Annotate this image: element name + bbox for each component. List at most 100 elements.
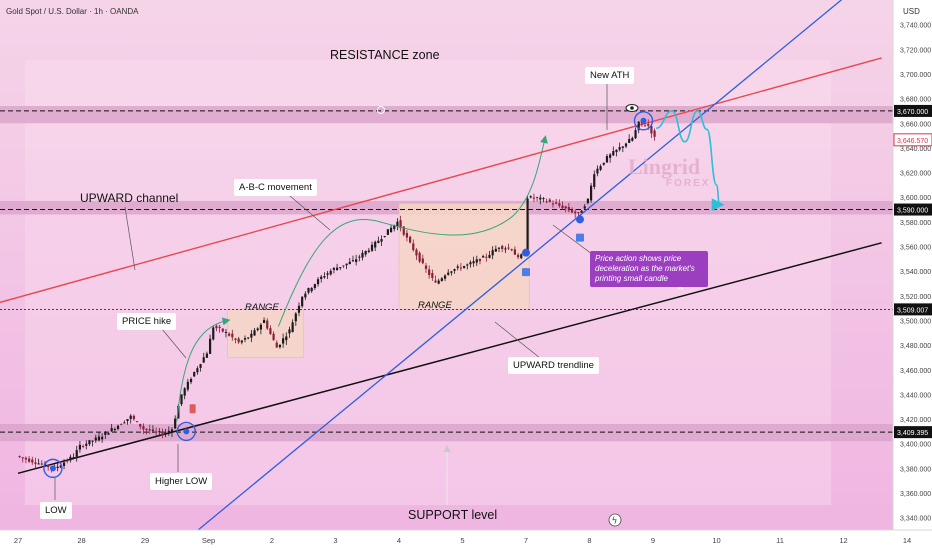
x-tick-12: 11 [776,536,784,545]
candle-body-111 [370,244,374,251]
candle-body-60 [208,338,212,354]
pivot-ring-1 [176,421,196,442]
candle-body-58 [202,357,205,363]
candle-body-187 [612,151,615,156]
candle-body-126 [418,252,421,262]
candle-body-91 [307,288,310,293]
rocket-icon [189,404,196,414]
candle-body-96 [323,276,326,278]
candle-body-59 [205,353,209,358]
candle-body-64 [221,328,224,332]
new-ath-badge: New ATH [585,67,635,84]
price-tag-bg-0 [894,104,932,117]
y-tick-17: 3,680.000 [900,97,931,104]
y-tick-3: 3,400.000 [900,442,931,449]
candle-body-104 [348,261,351,265]
candle-body-63 [218,326,221,329]
candle-body-197 [643,125,647,127]
candle-body-66 [228,333,231,336]
candle-body-199 [650,125,653,134]
candle-body-192 [628,139,631,143]
candle-body-35 [129,415,132,419]
candle-body-123 [409,236,412,243]
candle-body-122 [405,232,409,238]
candle-body-162 [532,197,536,199]
price-action-callout: Price action shows price deceleration as… [590,251,708,287]
candle-body-50 [177,405,180,419]
projection-path [655,110,725,211]
candle-body-49 [174,418,177,429]
candle-body-142 [469,262,472,265]
candle-body-46 [164,432,167,434]
candle-body-137 [453,269,456,271]
candle-body-100 [335,267,339,271]
candle-body-183 [599,166,602,170]
candle-body-185 [605,156,609,163]
y-tick-12: 3,580.000 [900,220,931,227]
candle-body-169 [555,202,558,204]
candle-body-139 [459,267,463,269]
price-tag-1: 3,646.570 [897,138,928,145]
candle-body-124 [412,243,415,251]
x-axis-ticks: 27 28 29 Sep 2 3 4 5 7 8 9 10 11 12 14 [14,536,911,545]
candle-body-194 [634,130,637,139]
candle-body-40 [145,428,148,431]
x-tick-5: 3 [333,536,337,545]
candle-body-135 [447,272,450,275]
y-tick-14: 3,620.000 [900,171,931,178]
abc-movement-arrow [277,135,548,327]
candle-body-182 [596,168,599,174]
candle-body-154 [507,247,510,249]
candle-body-165 [542,198,545,200]
candle-body-153 [504,248,507,250]
candle-body-75 [256,328,259,331]
candle-body-79 [269,328,272,334]
resistance-zone-label: RESISTANCE zone [330,48,440,62]
candle-body-94 [316,279,320,285]
upward-trendline-badge: UPWARD trendline [508,357,599,374]
candle-body-140 [462,266,466,268]
time-axis[interactable] [0,530,932,550]
candle-body-198 [647,124,650,126]
candle-body-150 [494,248,497,252]
trendline-touch-0 [522,248,530,257]
candle-body-51 [180,394,183,405]
candle-body-184 [602,162,605,165]
candle-body-119 [396,221,399,227]
candle-body-156 [513,249,516,255]
small-circle-marker [377,106,385,114]
y-tick-7: 3,480.000 [900,343,931,350]
candle-body-178 [583,206,586,209]
candle-body-172 [564,206,567,209]
candle-body-61 [212,327,215,340]
candle-body-77 [262,320,266,323]
candle-body-113 [377,240,380,243]
candle-body-48 [170,429,174,433]
price-axis[interactable] [893,0,932,530]
candle-body-56 [196,368,199,373]
range-box-1 [398,203,530,310]
y-tick-1: 3,360.000 [900,491,931,498]
x-tick-4: 2 [270,536,274,545]
pivot-dot-1 [183,428,190,435]
range-layer [227,203,530,358]
candle-body-105 [351,260,355,262]
x-tick-3: Sep [202,536,215,545]
x-tick-0: 27 [14,536,22,545]
candle-body-167 [548,199,551,202]
candle-body-57 [199,364,202,368]
y-tick-20: 3,740.000 [900,23,931,30]
candle-body-52 [183,388,186,396]
up-marker-0 [522,268,530,277]
price-hike-arrow [176,317,231,422]
candle-body-112 [374,241,377,248]
candle-body-164 [539,197,542,200]
candle-body-102 [342,265,345,267]
candle-body-125 [415,249,418,256]
x-tick-7: 5 [460,536,464,545]
candle-body-44 [158,431,161,433]
candle-body-161 [529,196,532,198]
candle-body-85 [288,329,291,334]
pivot-ring-0 [43,458,63,479]
